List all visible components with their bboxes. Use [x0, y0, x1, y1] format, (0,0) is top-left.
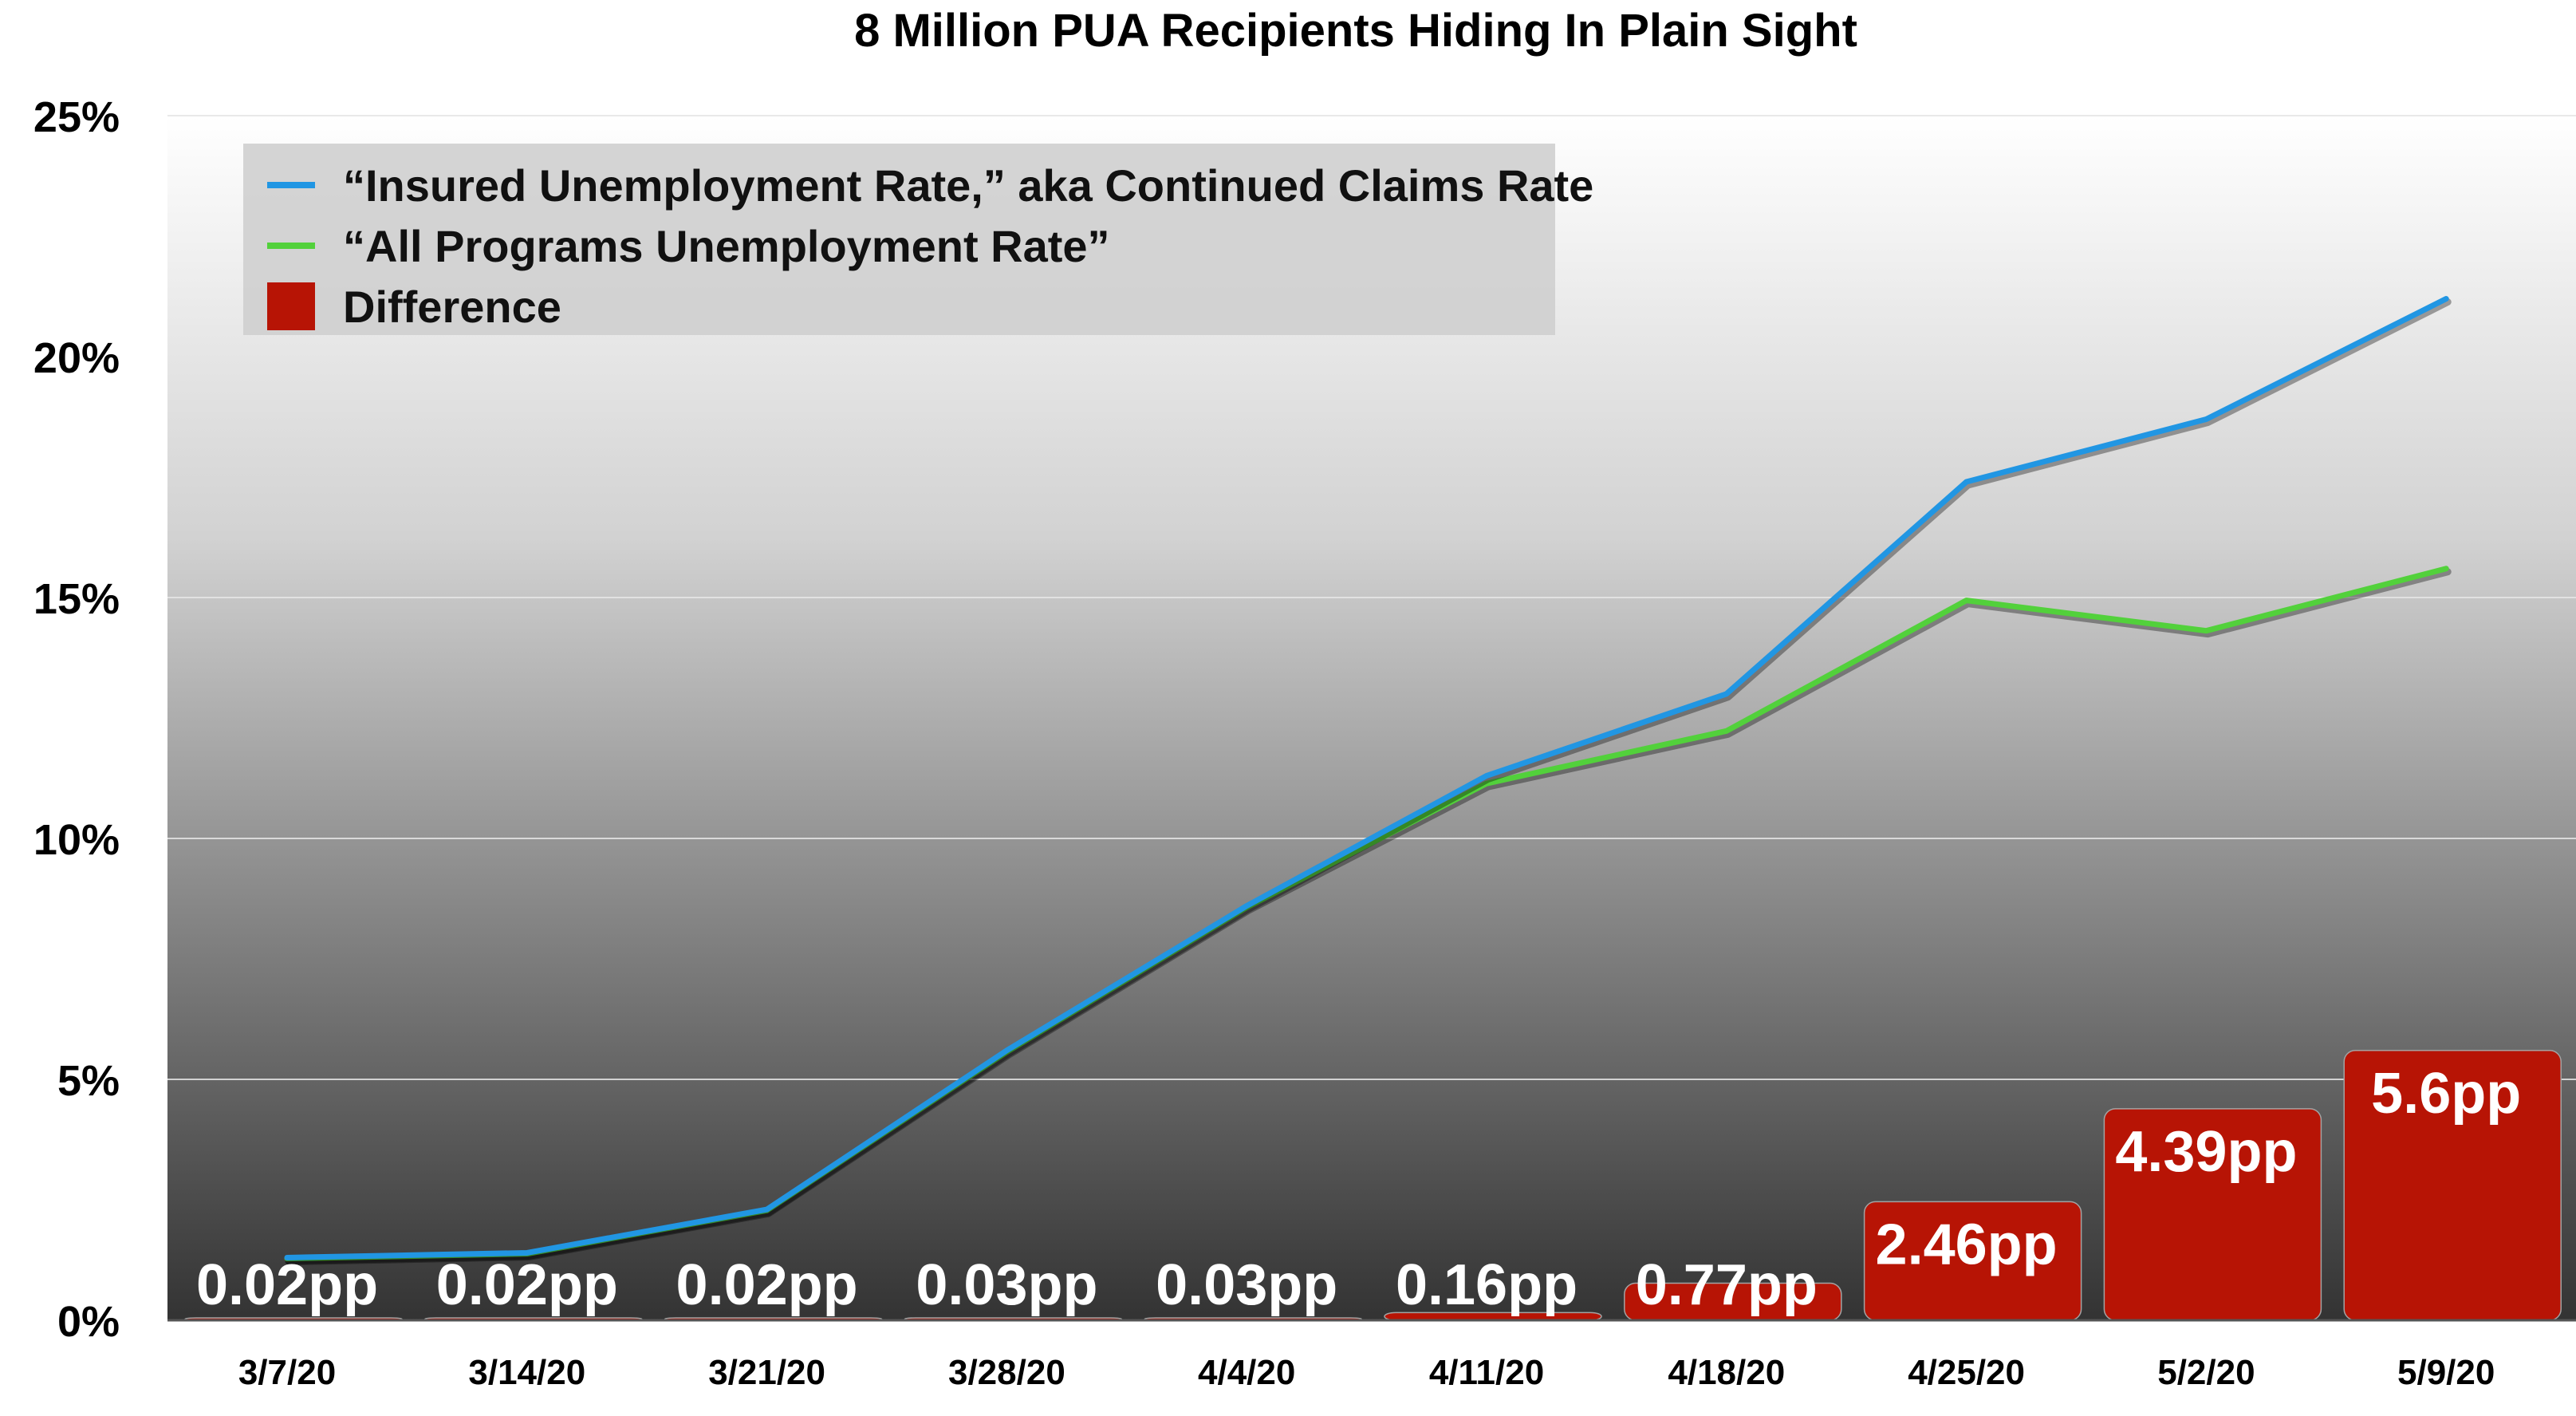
x-tick-label: 4/4/20 — [1198, 1353, 1295, 1392]
y-tick-label: 10% — [33, 816, 120, 864]
series-line — [284, 296, 2449, 1260]
y-tick-label: 5% — [57, 1057, 120, 1105]
x-tick-label: 5/2/20 — [2157, 1353, 2255, 1392]
bar-value-label: 0.77pp — [1636, 1253, 1818, 1317]
bar-value-label: 0.02pp — [676, 1253, 858, 1317]
bar-value-label: 0.16pp — [1396, 1253, 1578, 1317]
y-tick-label: 0% — [57, 1298, 120, 1346]
legend-label: Difference — [343, 282, 561, 332]
series-line-shadow — [285, 568, 2452, 1266]
y-tick-label: 15% — [33, 575, 120, 623]
y-tick-label: 20% — [33, 334, 120, 382]
legend-swatch-box — [267, 282, 315, 330]
x-tick-label: 3/21/20 — [708, 1353, 825, 1392]
bar-value-label: 0.03pp — [916, 1253, 1097, 1317]
bar-value-label: 0.03pp — [1156, 1253, 1337, 1317]
bar-value-label: 2.46pp — [1876, 1213, 2058, 1276]
x-tick-label: 3/14/20 — [468, 1353, 585, 1392]
bar-value-label: 0.02pp — [196, 1253, 378, 1317]
legend-box — [243, 144, 1555, 335]
x-tick-label: 3/28/20 — [948, 1353, 1065, 1392]
x-tick-label: 4/11/20 — [1429, 1353, 1544, 1392]
y-tick-label: 25% — [33, 93, 120, 141]
bar-value-label: 0.02pp — [436, 1253, 618, 1317]
x-tick-label: 4/18/20 — [1668, 1353, 1785, 1392]
legend-label: “Insured Unemployment Rate,” aka Continu… — [343, 160, 1593, 211]
chart-title: 8 Million PUA Recipients Hiding In Plain… — [854, 5, 1857, 57]
x-tick-label: 4/25/20 — [1908, 1353, 2025, 1392]
legend-label: “All Programs Unemployment Rate” — [343, 221, 1110, 271]
bar-value-label: 5.6pp — [2371, 1062, 2521, 1126]
x-tick-label: 3/7/20 — [238, 1353, 336, 1392]
x-tick-label: 5/9/20 — [2397, 1353, 2495, 1392]
series-line-shadow — [285, 298, 2452, 1264]
bar-value-label: 4.39pp — [2115, 1120, 2297, 1184]
